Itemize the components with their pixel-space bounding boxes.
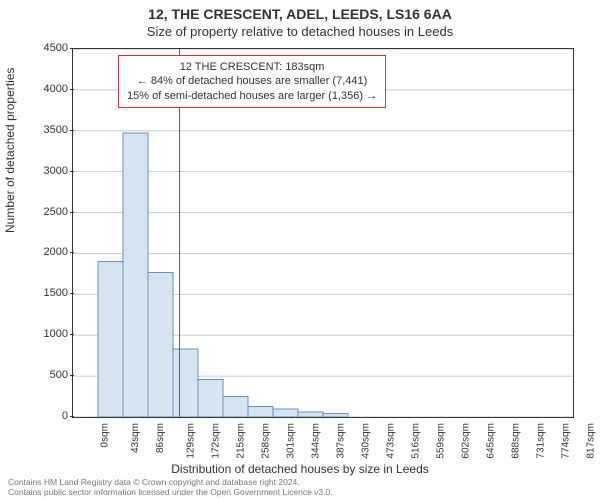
histogram-bar — [273, 409, 298, 417]
x-tick-label: 774sqm — [561, 423, 572, 459]
histogram-bar — [123, 133, 148, 417]
y-tick-label: 3000 — [44, 165, 68, 177]
histogram-bar — [223, 397, 248, 417]
x-tick-label: 301sqm — [286, 423, 297, 459]
chart-title-main: 12, THE CRESCENT, ADEL, LEEDS, LS16 6AA — [0, 0, 600, 22]
y-tick-label: 2500 — [44, 206, 68, 218]
x-tick-label: 0sqm — [99, 423, 110, 447]
histogram-bar — [173, 349, 198, 417]
histogram-bar — [323, 414, 348, 417]
x-tick-label: 172sqm — [211, 423, 222, 459]
y-tick-label: 3500 — [44, 124, 68, 136]
histogram-bar — [298, 412, 323, 417]
x-tick-label: 86sqm — [155, 423, 166, 453]
x-tick-label: 645sqm — [486, 423, 497, 459]
x-tick-label: 215sqm — [236, 423, 247, 459]
y-tick-label: 1000 — [44, 328, 68, 340]
x-tick-label: 387sqm — [336, 423, 347, 459]
footer-attribution: Contains HM Land Registry data © Crown c… — [8, 478, 333, 498]
y-tick-label: 4500 — [44, 42, 68, 54]
y-axis-label: Number of detached properties — [3, 68, 17, 233]
x-tick-label: 43sqm — [130, 423, 141, 453]
histogram-bar — [248, 406, 273, 417]
annotation-line1: 12 THE CRESCENT: 183sqm — [127, 60, 377, 74]
x-tick-label: 516sqm — [411, 423, 422, 459]
histogram-bar — [98, 262, 123, 417]
x-tick-label: 129sqm — [186, 423, 197, 459]
chart-container: 12, THE CRESCENT, ADEL, LEEDS, LS16 6AA … — [0, 0, 600, 500]
histogram-bar — [148, 272, 173, 417]
annotation-box: 12 THE CRESCENT: 183sqm ← 84% of detache… — [118, 55, 386, 108]
y-tick-label: 1500 — [44, 287, 68, 299]
y-tick-label: 2000 — [44, 246, 68, 258]
x-tick-label: 258sqm — [261, 423, 272, 459]
x-tick-label: 688sqm — [511, 423, 522, 459]
x-tick-label: 473sqm — [386, 423, 397, 459]
x-tick-label: 602sqm — [461, 423, 472, 459]
annotation-line3: 15% of semi-detached houses are larger (… — [127, 89, 377, 103]
footer-line2: Contains public sector information licen… — [8, 488, 333, 498]
y-tick-label: 500 — [50, 369, 68, 381]
y-tick-label: 0 — [62, 410, 68, 422]
x-tick-label: 559sqm — [436, 423, 447, 459]
chart-title-sub: Size of property relative to detached ho… — [0, 22, 600, 39]
y-tick-label: 4000 — [44, 83, 68, 95]
x-tick-label: 817sqm — [586, 423, 597, 459]
x-tick-label: 430sqm — [361, 423, 372, 459]
histogram-bars — [98, 133, 348, 417]
x-tick-label: 344sqm — [311, 423, 322, 459]
x-axis-label: Distribution of detached houses by size … — [0, 462, 600, 476]
x-tick-label: 731sqm — [536, 423, 547, 459]
histogram-bar — [198, 379, 223, 417]
annotation-line2: ← 84% of detached houses are smaller (7,… — [127, 74, 377, 88]
